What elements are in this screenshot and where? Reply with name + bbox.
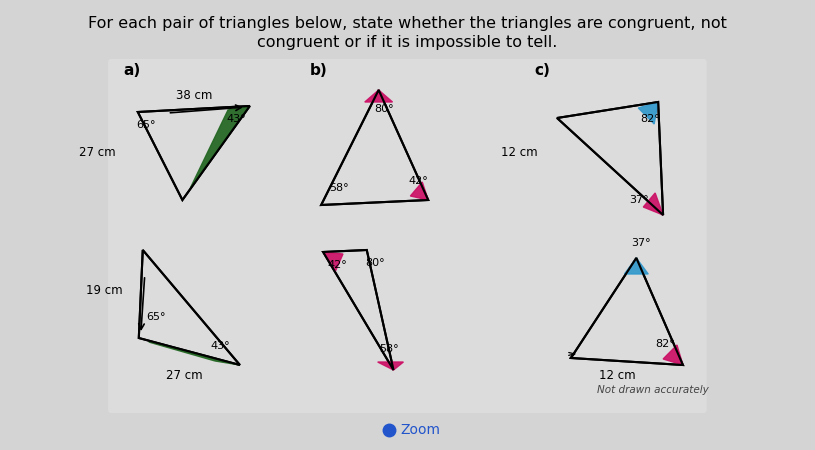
Text: 37°: 37° (632, 238, 651, 248)
Text: 27 cm: 27 cm (79, 146, 116, 159)
Text: 58°: 58° (380, 344, 399, 354)
Text: congruent or if it is impossible to tell.: congruent or if it is impossible to tell… (258, 35, 557, 50)
FancyBboxPatch shape (108, 59, 707, 413)
Text: 65°: 65° (136, 120, 156, 130)
Text: 65°: 65° (147, 312, 166, 322)
Text: 42°: 42° (327, 260, 347, 270)
Text: 19 cm: 19 cm (86, 284, 123, 297)
Text: 82°: 82° (641, 114, 660, 124)
Polygon shape (365, 90, 393, 102)
Polygon shape (663, 345, 683, 365)
Text: 27 cm: 27 cm (166, 369, 203, 382)
Polygon shape (324, 252, 343, 272)
Polygon shape (411, 182, 428, 200)
Text: 58°: 58° (329, 183, 349, 193)
Text: 82°: 82° (655, 339, 675, 349)
Text: 43°: 43° (226, 114, 245, 124)
Polygon shape (377, 362, 403, 370)
Text: 43°: 43° (210, 341, 230, 351)
Text: c): c) (535, 63, 550, 78)
Polygon shape (148, 342, 240, 365)
Text: b): b) (309, 63, 327, 78)
Text: Not drawn accurately: Not drawn accurately (597, 385, 709, 395)
Text: 80°: 80° (375, 104, 394, 114)
Text: 38 cm: 38 cm (175, 89, 212, 102)
Text: Zoom: Zoom (400, 423, 440, 437)
Text: 12 cm: 12 cm (599, 369, 636, 382)
Text: 37°: 37° (629, 195, 649, 205)
Text: 12 cm: 12 cm (501, 147, 538, 159)
Polygon shape (643, 193, 663, 215)
Text: 42°: 42° (408, 176, 428, 186)
Polygon shape (624, 258, 648, 274)
Polygon shape (638, 102, 659, 124)
Text: a): a) (123, 63, 140, 78)
Polygon shape (191, 106, 250, 188)
Text: 80°: 80° (365, 258, 385, 268)
Text: For each pair of triangles below, state whether the triangles are congruent, not: For each pair of triangles below, state … (88, 16, 727, 31)
